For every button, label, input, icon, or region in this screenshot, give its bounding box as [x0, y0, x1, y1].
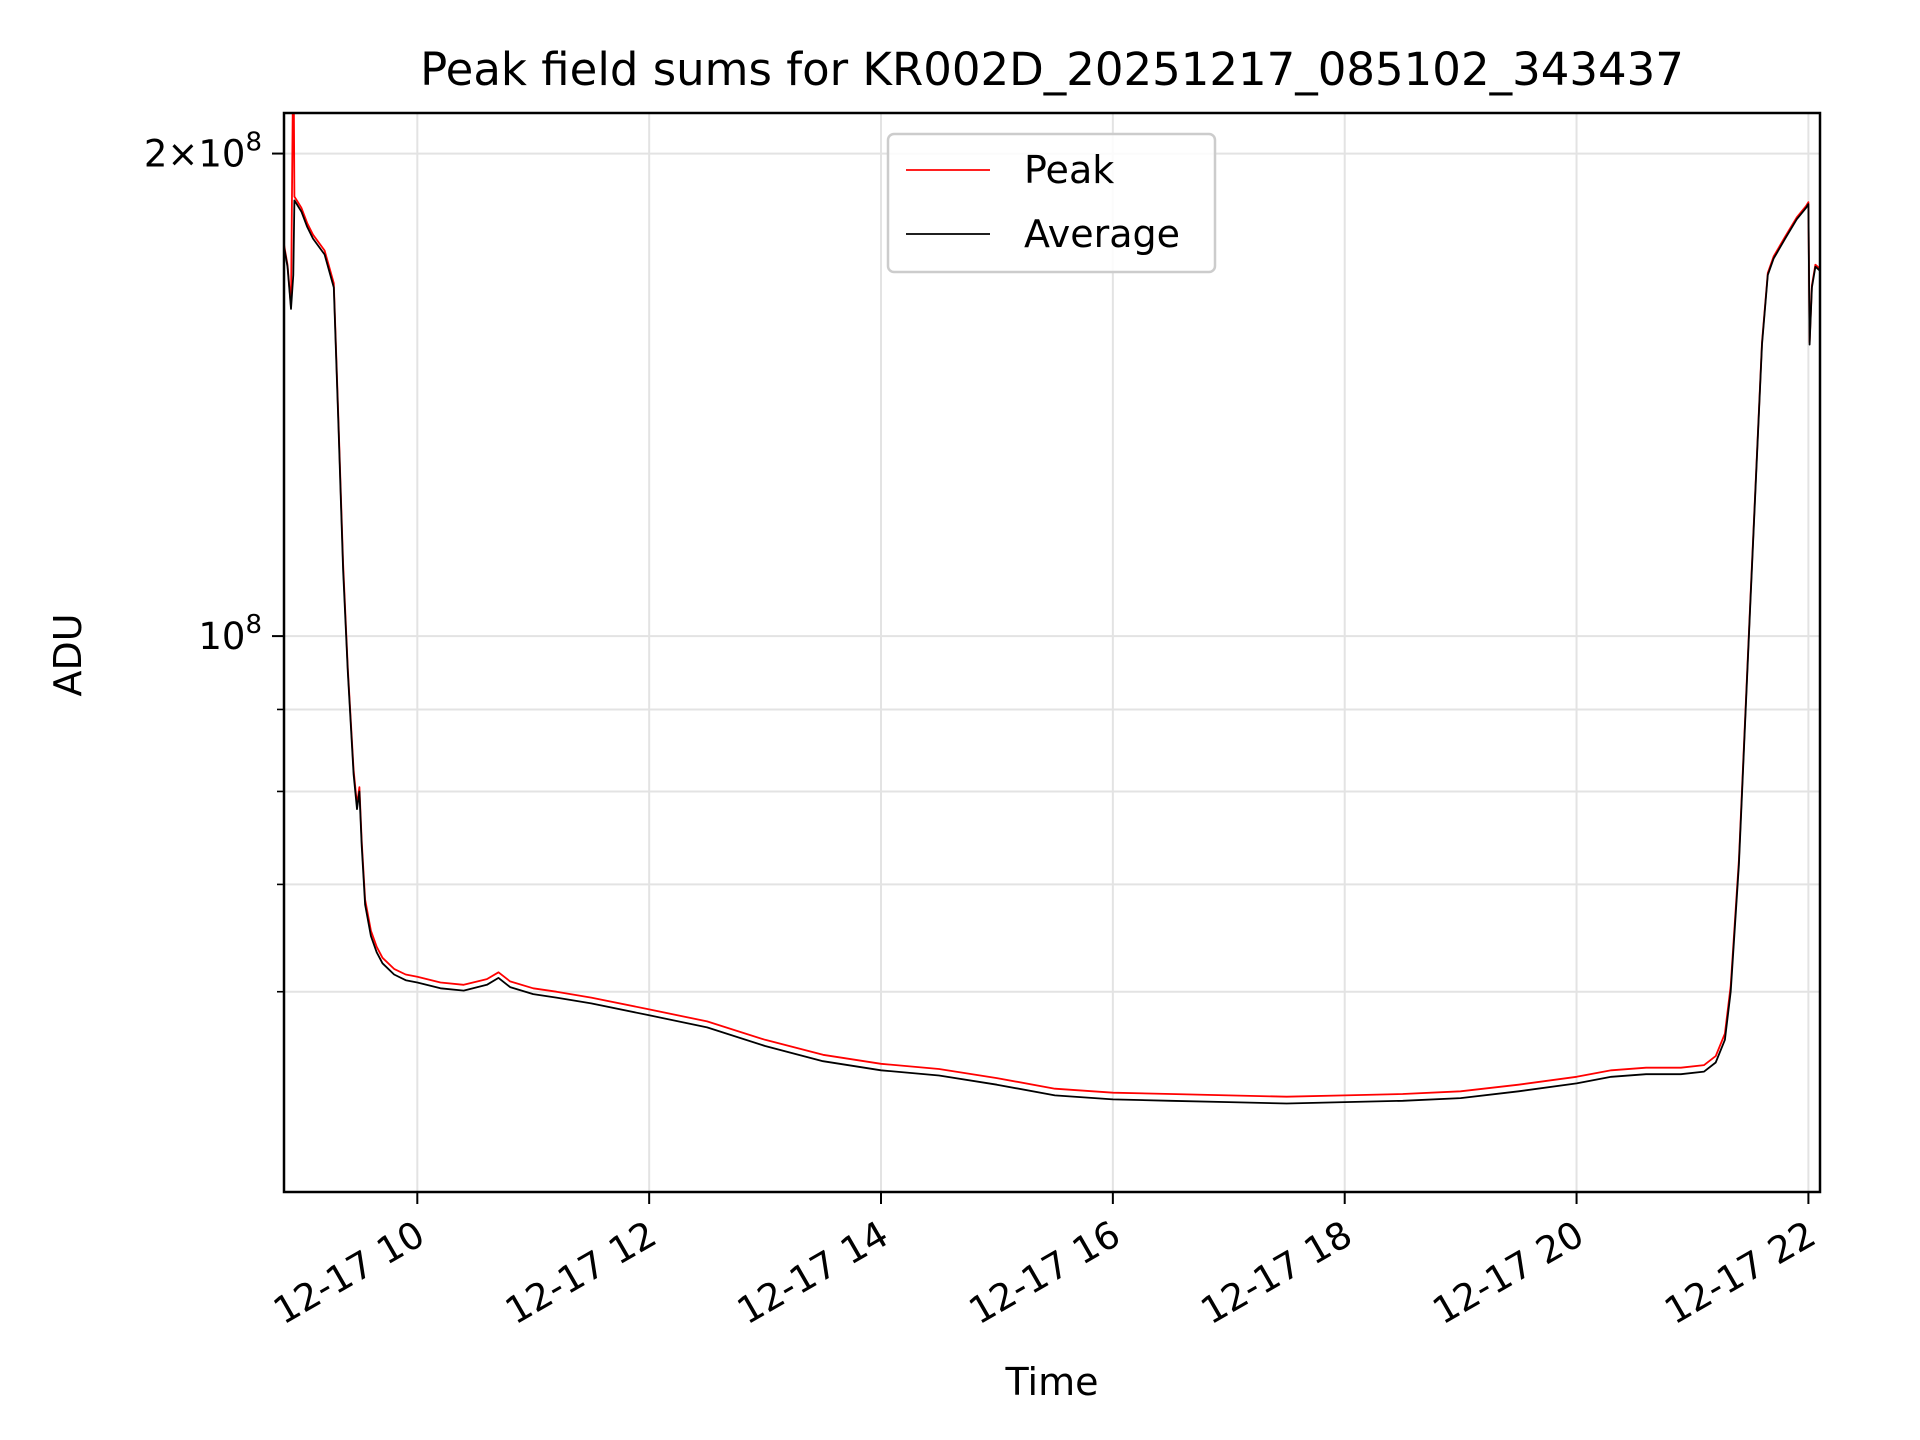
grid — [284, 113, 1820, 1192]
legend: Peak Average — [886, 132, 1217, 274]
y-tick-label: 2×108 — [144, 128, 262, 176]
legend-peak-label: Peak — [1024, 148, 1114, 192]
y-tick-label: 108 — [198, 610, 262, 658]
legend-box — [886, 132, 1217, 274]
series-line-average — [283, 199, 1821, 1105]
chart-title: Peak field sums for KR002D_20251217_0851… — [420, 43, 1684, 96]
series-layer — [283, 112, 1821, 1105]
x-axis-label: Time — [1005, 1360, 1099, 1404]
legend-average-label: Average — [1024, 212, 1180, 256]
y-axis-label: ADU — [46, 613, 90, 696]
plot-frame — [282, 111, 1822, 1194]
